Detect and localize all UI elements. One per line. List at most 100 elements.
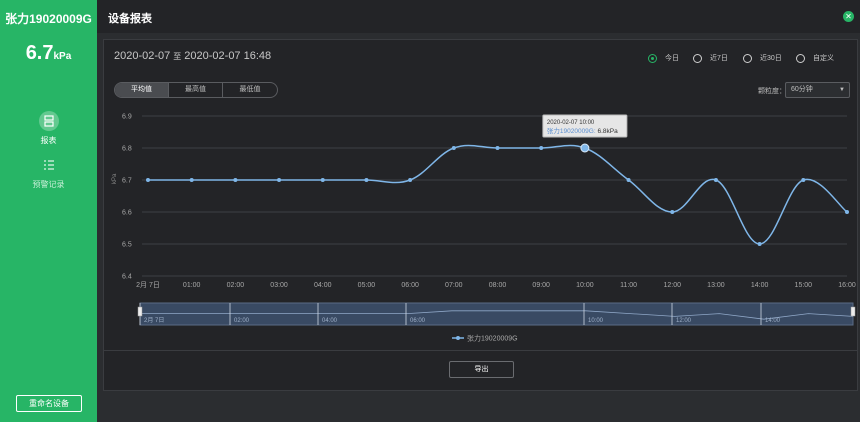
segment-average[interactable]: 平均值 xyxy=(115,83,169,97)
nav-item-label: 报表 xyxy=(40,136,57,145)
data-point xyxy=(146,178,150,182)
data-point xyxy=(495,146,500,150)
x-tick-label: 2月 7日 xyxy=(136,281,160,289)
tooltip-time: 2020-02-07 10:00 xyxy=(547,120,595,126)
y-axis-label: kPa xyxy=(112,173,118,184)
close-icon[interactable]: ✕ xyxy=(843,11,854,22)
radio-label: 自定义 xyxy=(813,55,834,62)
y-tick-label: 6.9 xyxy=(122,114,132,121)
header-bar: 设备报表 ✕ xyxy=(97,0,860,33)
radio-label: 近7日 xyxy=(710,55,728,62)
data-point xyxy=(539,146,544,150)
x-tick-label: 05:00 xyxy=(358,282,376,289)
date-range: 2020-02-07 至 2020-02-07 16:48 xyxy=(114,50,271,62)
x-tick-label: 04:00 xyxy=(314,282,332,289)
data-point xyxy=(320,178,325,182)
data-point xyxy=(713,178,718,182)
x-tick-label: 02:00 xyxy=(227,282,245,289)
y-tick-label: 6.5 xyxy=(122,242,132,249)
radio-label: 近30日 xyxy=(760,55,782,62)
stat-segment-control: 平均值 最高值 最低值 xyxy=(114,82,278,98)
data-point xyxy=(233,178,238,182)
export-button[interactable]: 导出 xyxy=(449,361,514,378)
device-name: 张力19020009G xyxy=(5,12,92,26)
x-tick-label: 11:00 xyxy=(620,282,637,289)
line-chart: 6.4 6.5 6.6 6.7 6.8 6.9 kPa 2月 7日 01:00 02:00 03:0… xyxy=(112,114,856,343)
nav-item-alerts[interactable]: 预警记录 xyxy=(0,155,97,190)
page-title: 设备报表 xyxy=(108,13,152,25)
legend-marker xyxy=(456,336,460,340)
x-tick-label: 10:00 xyxy=(576,282,594,289)
tooltip-value: 张力19020009G: 6.8kPa xyxy=(547,126,618,135)
series-line xyxy=(148,144,848,245)
data-point xyxy=(670,210,675,214)
y-tick-label: 6.7 xyxy=(122,178,132,185)
data-point xyxy=(408,178,413,182)
data-point xyxy=(580,143,590,153)
x-tick-label: 09:00 xyxy=(532,282,550,289)
report-icon xyxy=(38,111,59,131)
divider xyxy=(104,350,857,351)
segment-min[interactable]: 最低值 xyxy=(239,86,261,93)
tooltip-box xyxy=(542,114,628,138)
navigator-label: 04:00 xyxy=(322,318,338,324)
x-tick-label: 14:00 xyxy=(751,282,769,289)
data-point xyxy=(189,178,194,182)
granularity-label: 颗粒度： xyxy=(758,88,786,95)
end-date: 2020-02-07 16:48 xyxy=(184,50,272,62)
current-value: 6.7kPa xyxy=(0,42,97,65)
y-tick-label: 6.6 xyxy=(122,210,132,217)
navigator-line xyxy=(140,310,854,320)
x-tick-label: 03:00 xyxy=(270,282,288,289)
report-panel: 2020-02-07 至 2020-02-07 16:48 今日 近7日 近30日 … xyxy=(103,39,858,391)
rename-device-button[interactable]: 重命名设备 xyxy=(16,395,82,412)
data-point xyxy=(626,178,631,182)
range-radio-custom[interactable]: 自定义 xyxy=(796,53,834,63)
range-radio-7d[interactable]: 近7日 xyxy=(693,53,728,63)
navigator-label: 02:00 xyxy=(234,318,250,324)
data-point xyxy=(364,178,369,182)
range-radio-today[interactable]: 今日 xyxy=(648,53,679,63)
data-point xyxy=(451,146,456,150)
navigator-label: 10:00 xyxy=(588,318,604,324)
legend-label: 张力19020009G xyxy=(467,334,518,343)
chart-legend: 张力19020009G xyxy=(452,334,518,343)
x-tick-label: 06:00 xyxy=(401,282,419,289)
current-value-unit: kPa xyxy=(53,51,72,62)
range-radio-30d[interactable]: 近30日 xyxy=(743,53,782,63)
granularity-value: 60分钟 xyxy=(791,86,813,93)
sidebar: 张力19020009G 6.7kPa 报表 预警记录 重命名设备 xyxy=(0,0,97,422)
navigator-handle-left xyxy=(137,306,143,317)
x-tick-label: 01:00 xyxy=(183,282,201,289)
navigator-label: 2月 7日 xyxy=(144,317,164,324)
chevron-down-icon: ▼ xyxy=(839,87,845,93)
radio-dot xyxy=(743,53,752,63)
navigator-handle-right xyxy=(850,306,856,317)
start-date: 2020-02-07 xyxy=(114,50,171,62)
navigator-label: 14:00 xyxy=(765,318,781,324)
x-tick-label: 12:00 xyxy=(663,282,681,289)
data-point xyxy=(277,178,282,182)
data-point xyxy=(845,210,849,214)
data-point xyxy=(801,178,806,182)
radio-dot xyxy=(693,53,702,63)
current-value-number: 6.7 xyxy=(25,42,54,64)
radio-dot xyxy=(648,53,657,63)
nav-item-report[interactable]: 报表 xyxy=(0,111,97,146)
x-tick-label: 15:00 xyxy=(795,282,813,289)
radio-dot xyxy=(796,53,805,63)
x-tick-label: 08:00 xyxy=(489,282,507,289)
nav-item-label: 预警记录 xyxy=(32,180,65,189)
radio-label: 今日 xyxy=(665,55,679,62)
x-tick-label: 07:00 xyxy=(445,282,463,289)
x-tick-label: 16:00 xyxy=(838,282,856,289)
granularity-select[interactable]: 60分钟 ▼ xyxy=(785,82,850,98)
to-label: 至 xyxy=(173,52,182,61)
segment-max[interactable]: 最高值 xyxy=(169,83,223,97)
y-tick-label: 6.4 xyxy=(122,274,132,281)
navigator-label: 06:00 xyxy=(410,318,426,324)
navigator-label: 12:00 xyxy=(676,318,692,324)
list-icon xyxy=(39,155,59,175)
x-tick-label: 13:00 xyxy=(707,282,725,289)
